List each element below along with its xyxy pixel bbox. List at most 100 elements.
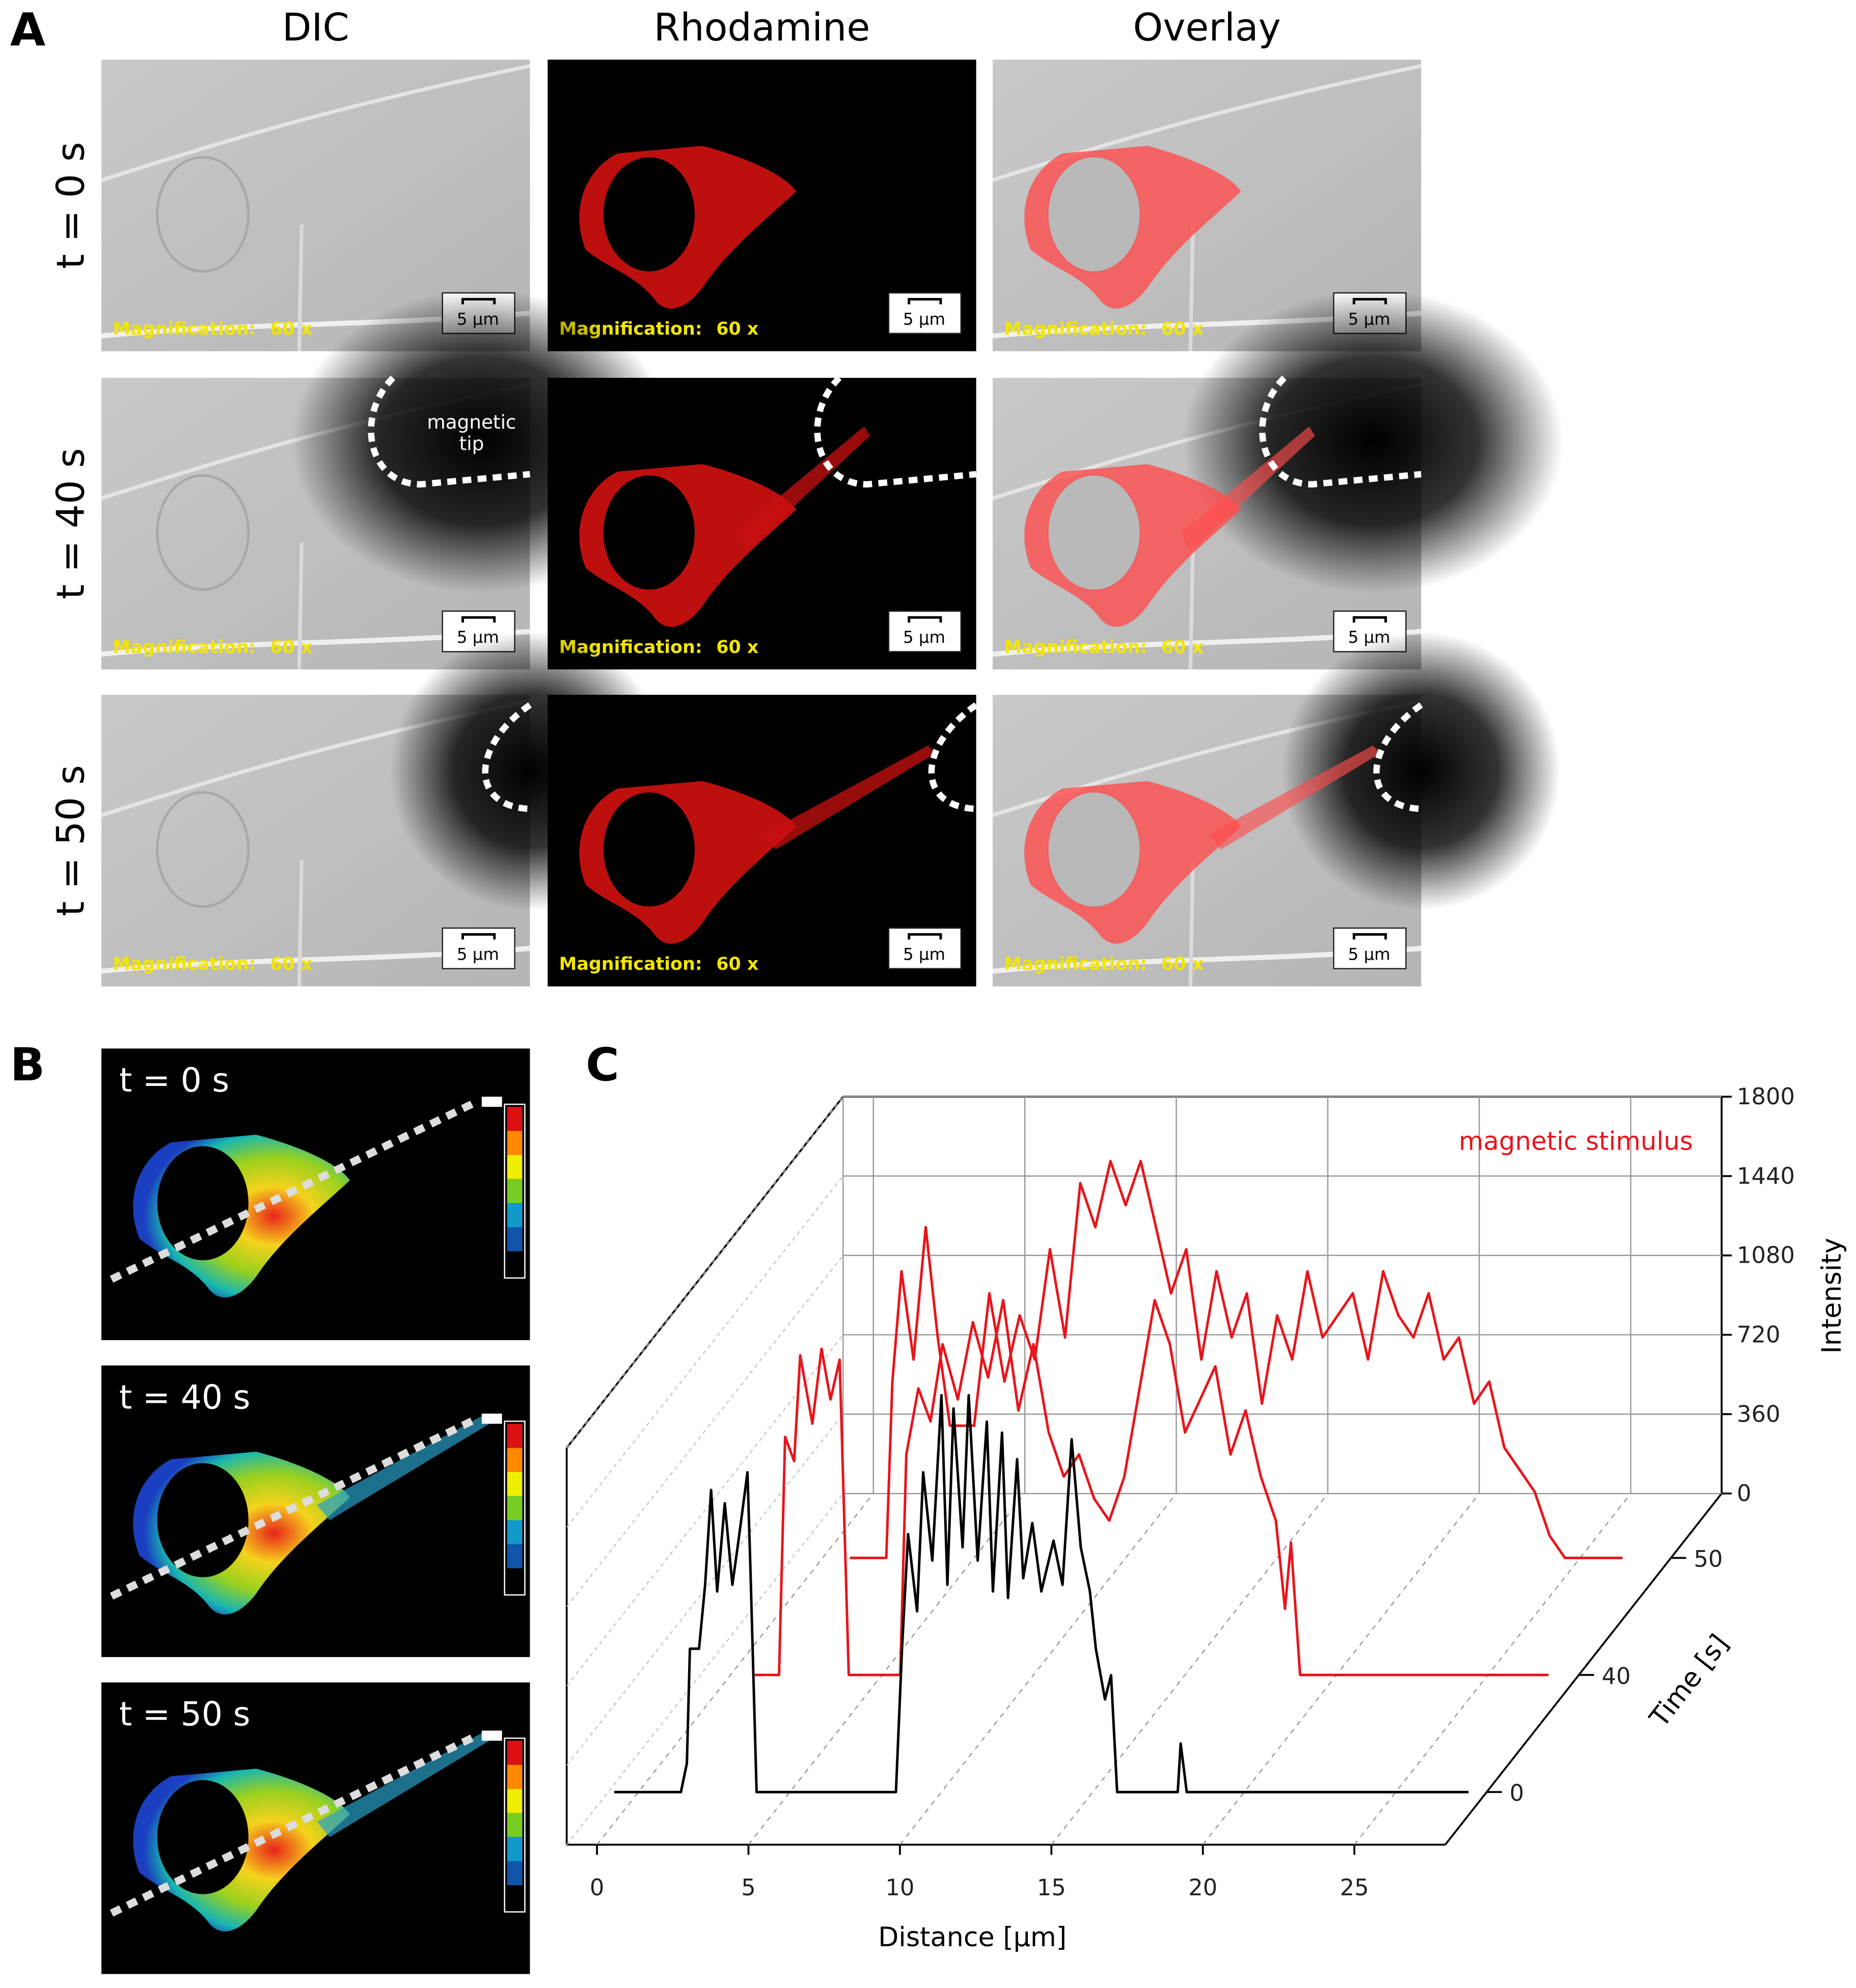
- column-header: DIC: [282, 6, 349, 50]
- colorbar-segment: [507, 1179, 523, 1204]
- heatmap-image: t = 50 s: [101, 1682, 530, 1974]
- row-label: t = 50 s: [119, 1696, 250, 1734]
- grid-line: [899, 1493, 1177, 1845]
- tip-outline: [368, 375, 531, 488]
- x-tick-label: 5: [741, 1874, 756, 1901]
- magnification-label: Magnification:: [1004, 637, 1147, 658]
- scale-bar: [461, 616, 496, 623]
- row-label: t = 50 s: [48, 765, 93, 916]
- colorbar-segment: [507, 1764, 523, 1789]
- colorbar-segment: [507, 1544, 523, 1569]
- shape: [1048, 157, 1140, 271]
- tip-outline: [928, 702, 978, 812]
- scale-bar: [908, 616, 942, 623]
- colorbar-segment: [507, 1520, 523, 1544]
- magnification-value: 60 x: [716, 954, 758, 974]
- grid-line: [566, 1096, 844, 1449]
- scale-label: 5 µm: [1348, 944, 1390, 964]
- magnification-value: 60 x: [1161, 319, 1204, 339]
- grid-line: [1354, 1493, 1631, 1845]
- z-axis-label: Time [s]: [1644, 1628, 1735, 1733]
- y-tick-label: 1800: [1737, 1083, 1795, 1110]
- magnification-value: 60 x: [270, 954, 312, 974]
- cell-edge: [1188, 859, 1195, 987]
- shadow: [1183, 289, 1564, 593]
- colorbar-cap: [481, 1097, 502, 1107]
- x-tick-label: 15: [1037, 1874, 1066, 1901]
- tip-outline: [1259, 375, 1422, 488]
- colorbar-frame: [504, 1737, 526, 1913]
- row-label: t = 0 s: [119, 1061, 229, 1100]
- annotation: magnetic stimulus: [1459, 1127, 1693, 1156]
- grid-line: [566, 1493, 844, 1845]
- shape: [603, 792, 695, 907]
- shape: [1048, 475, 1140, 590]
- colorbar-frame: [504, 1103, 526, 1279]
- y-tick-label: 360: [1737, 1400, 1781, 1427]
- cell-edge: [992, 64, 1422, 182]
- magnification-label: Magnification:: [113, 954, 256, 974]
- colorbar-segment: [507, 1155, 523, 1179]
- row-label: t = 40 s: [48, 448, 93, 600]
- grid-line: [748, 1493, 1025, 1845]
- colorbar-segment: [507, 1568, 523, 1593]
- y-tick-label: 0: [1737, 1480, 1752, 1507]
- shape: [157, 1146, 249, 1261]
- colorbar-segment: [507, 1837, 523, 1862]
- shape: [603, 475, 695, 590]
- z-tick-label: 50: [1694, 1545, 1723, 1572]
- profile-line: [110, 1732, 479, 1917]
- column-header: Overlay: [1133, 6, 1280, 50]
- colorbar-segment: [507, 1472, 523, 1496]
- scale-label: 5 µm: [903, 309, 945, 329]
- scale-label: 5 µm: [457, 944, 499, 964]
- colorbar-segment: [507, 1424, 523, 1448]
- colorbar-cap: [481, 1413, 502, 1424]
- grid-line: [1051, 1493, 1328, 1845]
- magnification-value: 60 x: [270, 637, 312, 658]
- annotation: magnetic: [427, 411, 516, 433]
- box-edge: [1444, 1493, 1723, 1845]
- cell-edge: [1188, 224, 1195, 351]
- colorbar-segment: [507, 1740, 523, 1765]
- magnification-label: Magnification:: [113, 637, 256, 658]
- magnification-label: Magnification:: [113, 319, 256, 339]
- scale-bar: [908, 297, 942, 305]
- colorbar-segment: [507, 1251, 523, 1276]
- colorbar-segment: [507, 1131, 523, 1155]
- grid-line: [566, 1334, 844, 1686]
- y-axis-label: Intensity: [1816, 1238, 1847, 1354]
- colorbar-segment: [507, 1496, 523, 1520]
- colorbar-segment: [507, 1448, 523, 1472]
- shape: [157, 1780, 249, 1894]
- magnification-label: Magnification:: [1004, 319, 1147, 339]
- panel-label: A: [10, 4, 45, 57]
- scale-bar: [461, 933, 496, 940]
- y-tick-label: 1080: [1737, 1242, 1795, 1269]
- colorbar-segment: [507, 1107, 523, 1131]
- colorbar-segment: [507, 1813, 523, 1837]
- shape: [1048, 792, 1140, 907]
- cell-edge: [297, 859, 304, 987]
- grid-line: [1202, 1493, 1480, 1845]
- magnification-value: 60 x: [1161, 637, 1204, 658]
- grid-line: [596, 1493, 874, 1845]
- profile-line: [110, 1098, 479, 1283]
- panel-label: B: [10, 1039, 45, 1092]
- z-tick-label: 0: [1510, 1780, 1524, 1807]
- x-tick-label: 20: [1188, 1874, 1217, 1901]
- magnification-value: 60 x: [716, 637, 758, 658]
- colorbar-cap: [481, 1730, 502, 1741]
- magnification-value: 60 x: [270, 319, 312, 339]
- column-header: Rhodamine: [654, 6, 870, 50]
- shape: [157, 1463, 249, 1577]
- scale-bar: [908, 933, 942, 940]
- colorbar-segment: [507, 1885, 523, 1910]
- grid-line: [566, 1176, 844, 1528]
- scale-label: 5 µm: [903, 944, 945, 964]
- cell-edge: [101, 64, 531, 182]
